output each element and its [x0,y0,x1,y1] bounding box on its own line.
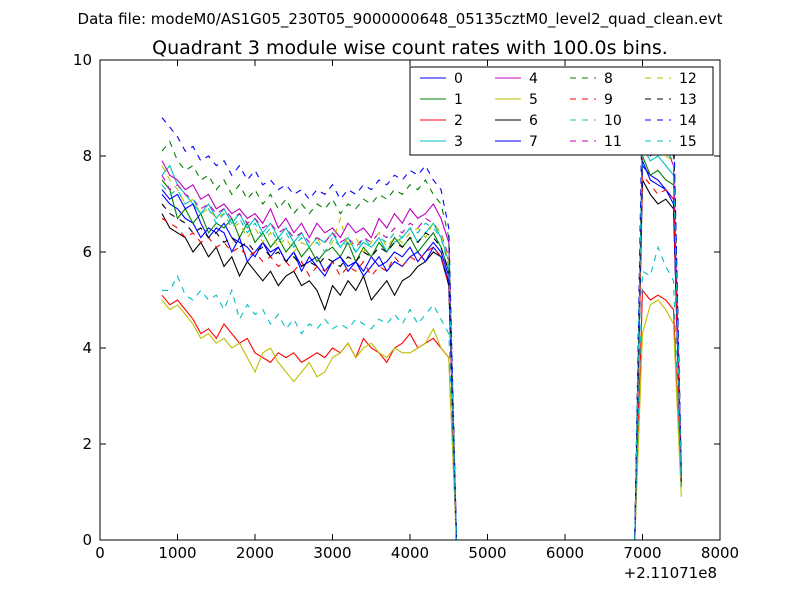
legend-label: 8 [604,71,613,87]
y-tick-label: 8 [82,147,92,165]
series-line-7 [161,160,682,540]
x-tick-label: 3000 [313,544,351,562]
x-tick-label: 5000 [468,544,506,562]
series-line-1 [161,155,682,540]
legend-label: 0 [454,71,463,87]
y-tick-label: 2 [82,435,92,453]
legend-label: 12 [679,71,697,87]
x-tick-label: 4000 [391,544,429,562]
chart-title: Quadrant 3 module wise count rates with … [152,37,668,59]
legend-frame [409,66,714,156]
legend-label: 3 [454,134,463,150]
y-tick-label: 10 [73,51,92,69]
legend-label: 10 [604,113,622,129]
x-tick-label: 6000 [546,544,584,562]
series-line-15 [161,131,682,540]
legend-label: 6 [529,113,538,129]
series-line-5 [161,299,682,540]
y-tick-label: 4 [82,339,92,357]
series-line-3 [161,144,682,540]
legend-label: 9 [604,92,613,108]
x-tick-label: 7000 [623,544,661,562]
legend-label: 1 [454,92,463,108]
legend-label: 4 [529,71,538,87]
series-line-0 [161,164,682,540]
series-line-9 [161,173,682,540]
y-tick-label: 6 [82,243,92,261]
series-line-10 [162,245,682,540]
x-offset-label: +2.11071e8 [624,564,717,582]
legend-label: 14 [679,113,697,129]
series-line-14 [161,92,682,540]
legend-label: 5 [529,92,538,108]
legend-label: 13 [679,92,697,108]
y-tick-label: 0 [82,531,92,549]
series-line-11 [161,111,682,540]
legend-label: 7 [529,134,538,150]
figure-suptitle: Data file: modeM0/AS1G05_230T05_90000006… [78,10,723,29]
x-tick-label: 0 [95,544,105,562]
legend-label: 15 [679,134,697,150]
series-line-4 [161,139,682,540]
series-layer [161,92,682,540]
x-tick-label: 1000 [158,544,196,562]
x-tick-label: 2000 [236,544,274,562]
legend-label: 2 [454,113,463,129]
series-line-6 [161,177,682,540]
legend-label: 11 [604,134,622,150]
x-tick-label: 8000 [701,544,739,562]
